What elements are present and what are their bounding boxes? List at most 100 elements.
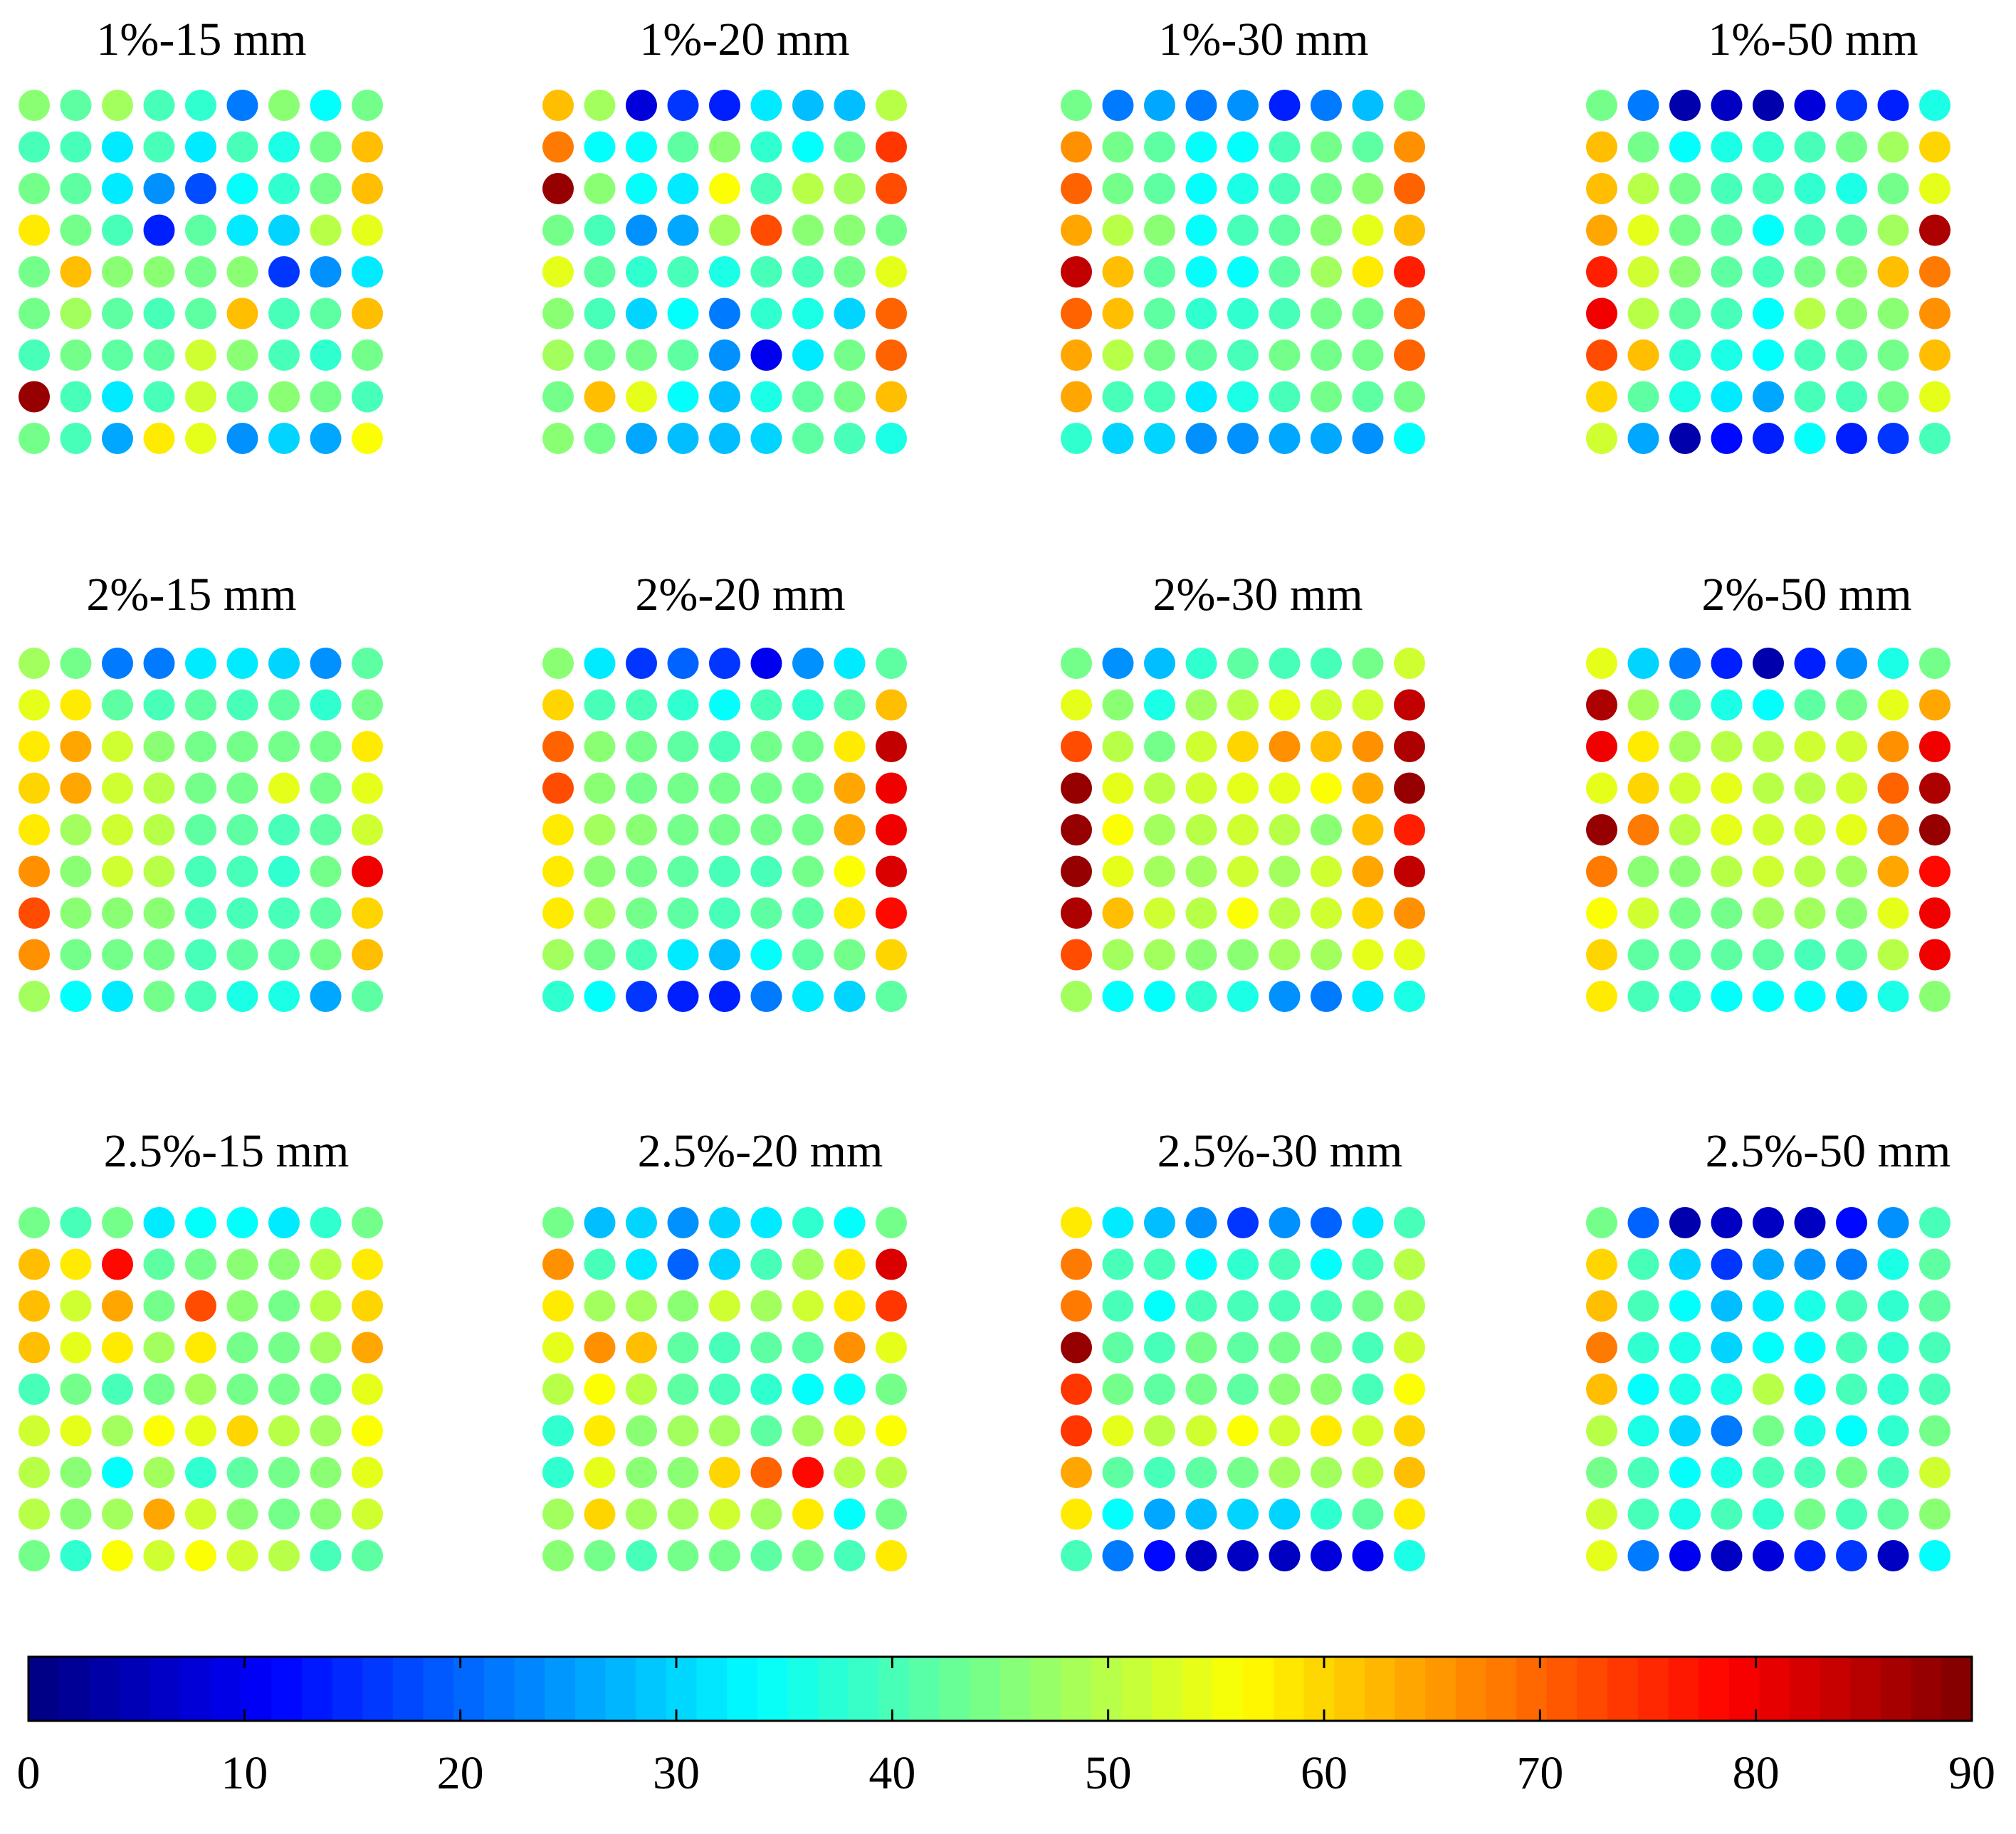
data-circle xyxy=(1836,256,1867,288)
colorbar-segment xyxy=(878,1657,910,1721)
data-circle xyxy=(1102,339,1134,371)
data-circle xyxy=(268,1290,300,1322)
data-circle xyxy=(792,814,824,845)
data-circle xyxy=(268,772,300,804)
data-circle xyxy=(352,256,383,288)
data-circle xyxy=(1711,1457,1743,1488)
data-circle xyxy=(1144,1540,1175,1571)
data-circle xyxy=(1352,90,1384,121)
data-circle xyxy=(1227,256,1259,288)
colorbar-segment xyxy=(1668,1657,1699,1721)
data-circle xyxy=(834,1248,866,1280)
data-circle xyxy=(102,297,133,330)
data-circle xyxy=(1102,131,1134,163)
data-circle xyxy=(876,256,907,288)
colorbar-segment xyxy=(605,1657,636,1721)
data-circle xyxy=(750,214,782,246)
data-circle xyxy=(542,131,574,163)
colorbar-segment xyxy=(58,1657,90,1721)
colorbar-segment xyxy=(1941,1657,1973,1721)
data-circle xyxy=(834,814,866,845)
data-circle xyxy=(792,173,824,204)
data-circle xyxy=(352,1207,383,1238)
data-circle xyxy=(1586,772,1617,804)
data-circle xyxy=(1102,90,1134,121)
colorbar-segment xyxy=(574,1657,607,1721)
data-circle xyxy=(1669,256,1701,288)
data-circle xyxy=(102,131,133,163)
data-circle xyxy=(834,1457,866,1488)
data-circle xyxy=(1185,1540,1217,1571)
data-circle xyxy=(1919,897,1951,929)
data-circle xyxy=(143,214,175,246)
data-circle xyxy=(1753,297,1784,330)
data-circle xyxy=(19,939,50,971)
data-circle xyxy=(834,1415,866,1447)
data-circle xyxy=(1711,897,1743,929)
data-circle xyxy=(584,214,616,246)
data-circle xyxy=(626,1332,657,1364)
panels-layer: 1%-15 mm 1%-20 mm 1%-30 mm 1%-50 mm 2%-15 mm… xyxy=(19,14,1951,1571)
panel-title: 2.5%-15 mm xyxy=(104,1125,350,1177)
data-circle xyxy=(834,90,866,121)
data-circle xyxy=(1794,1290,1826,1322)
data-circle xyxy=(1144,814,1175,845)
data-circle xyxy=(876,772,907,804)
data-circle xyxy=(1269,1374,1301,1405)
data-circle xyxy=(667,423,699,454)
data-circle xyxy=(834,855,866,887)
data-circle xyxy=(1144,381,1175,413)
data-circle xyxy=(226,339,258,371)
data-circle xyxy=(102,1457,133,1488)
data-circle xyxy=(1711,1207,1743,1238)
data-circle xyxy=(185,339,216,371)
data-circle xyxy=(143,173,175,204)
data-circle xyxy=(834,1290,866,1322)
data-circle xyxy=(750,648,782,679)
data-circle xyxy=(352,855,383,887)
data-circle xyxy=(19,173,50,204)
data-circle xyxy=(1877,1457,1909,1488)
data-circle xyxy=(1394,1332,1425,1364)
data-circle xyxy=(1919,1290,1951,1322)
data-circle xyxy=(352,1332,383,1364)
data-circle xyxy=(1185,173,1217,204)
data-circle xyxy=(1919,731,1951,762)
data-circle xyxy=(834,256,866,288)
data-circle xyxy=(876,648,907,679)
data-circle xyxy=(19,1540,50,1571)
data-circle xyxy=(667,855,699,887)
data-circle xyxy=(1586,173,1617,204)
data-circle xyxy=(1711,1290,1743,1322)
data-circle xyxy=(1185,1207,1217,1238)
data-circle xyxy=(352,90,383,121)
data-circle xyxy=(1394,1415,1425,1447)
data-circle xyxy=(1144,855,1175,887)
data-circle xyxy=(1269,939,1301,971)
data-circle xyxy=(1711,689,1743,721)
data-circle xyxy=(584,897,616,929)
colorbar-segment xyxy=(1911,1657,1943,1721)
data-circle xyxy=(542,1248,574,1280)
data-circle xyxy=(750,855,782,887)
data-circle xyxy=(750,1374,782,1405)
data-circle xyxy=(792,1374,824,1405)
data-circle xyxy=(1394,173,1425,204)
data-circle xyxy=(310,1332,342,1364)
data-circle xyxy=(709,1332,740,1364)
data-circle xyxy=(709,339,740,371)
data-circle xyxy=(1311,1207,1342,1238)
data-circle xyxy=(1627,939,1659,971)
data-circle xyxy=(1627,1290,1659,1322)
data-circle xyxy=(1102,423,1134,454)
data-circle xyxy=(1227,855,1259,887)
data-circle xyxy=(542,731,574,762)
data-circle xyxy=(1227,1207,1259,1238)
panel: 1%-50 mm xyxy=(1586,14,1951,454)
data-circle xyxy=(1669,981,1701,1012)
data-circle xyxy=(1227,131,1259,163)
data-circle xyxy=(750,1248,782,1280)
data-circle xyxy=(1185,1332,1217,1364)
data-circle xyxy=(1877,1374,1909,1405)
data-circle xyxy=(1227,772,1259,804)
